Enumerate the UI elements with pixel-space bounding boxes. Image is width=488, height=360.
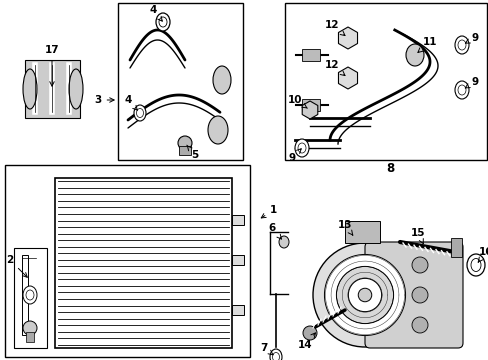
Ellipse shape: [23, 69, 37, 109]
Bar: [231, 305, 244, 315]
Circle shape: [411, 317, 427, 333]
Text: 4: 4: [124, 95, 137, 110]
Circle shape: [324, 255, 405, 336]
Ellipse shape: [136, 108, 143, 117]
Ellipse shape: [69, 69, 83, 109]
Ellipse shape: [23, 286, 37, 304]
Ellipse shape: [272, 352, 279, 360]
Ellipse shape: [213, 66, 230, 94]
Text: 6: 6: [268, 223, 281, 239]
Bar: [55, 178, 231, 348]
Text: 3: 3: [94, 95, 114, 105]
Bar: [345, 221, 379, 243]
Bar: [179, 146, 191, 155]
Text: 7: 7: [260, 343, 272, 355]
Ellipse shape: [156, 13, 170, 31]
Ellipse shape: [26, 290, 34, 300]
Bar: [302, 99, 319, 111]
Text: 4: 4: [149, 5, 162, 21]
Bar: [22, 255, 28, 335]
Ellipse shape: [405, 44, 423, 66]
Ellipse shape: [23, 321, 37, 335]
Text: 14: 14: [297, 333, 315, 350]
Ellipse shape: [454, 81, 468, 99]
Circle shape: [347, 278, 381, 312]
Circle shape: [358, 288, 371, 302]
Ellipse shape: [457, 85, 465, 95]
Bar: [5, 165, 249, 357]
Text: 1: 1: [261, 205, 277, 218]
Text: 8: 8: [385, 162, 393, 175]
Bar: [450, 238, 461, 257]
Text: 9: 9: [465, 33, 478, 43]
Ellipse shape: [134, 105, 146, 121]
Bar: [285, 3, 486, 160]
Circle shape: [312, 243, 416, 347]
FancyBboxPatch shape: [364, 242, 462, 348]
Circle shape: [411, 287, 427, 303]
Circle shape: [336, 266, 393, 324]
Text: 15: 15: [410, 228, 425, 244]
Text: 12: 12: [324, 20, 345, 36]
Text: 5: 5: [186, 145, 198, 160]
Text: 17: 17: [44, 45, 59, 86]
Text: 2: 2: [6, 255, 27, 277]
Bar: [14, 248, 47, 348]
Ellipse shape: [294, 139, 308, 157]
Text: 9: 9: [288, 149, 301, 163]
Text: 9: 9: [465, 77, 478, 88]
Ellipse shape: [466, 254, 484, 276]
Circle shape: [303, 326, 316, 340]
Bar: [118, 3, 243, 160]
Ellipse shape: [279, 236, 288, 248]
Ellipse shape: [454, 36, 468, 54]
Ellipse shape: [207, 116, 227, 144]
Ellipse shape: [470, 258, 480, 271]
Ellipse shape: [159, 17, 167, 27]
Bar: [231, 255, 244, 265]
Ellipse shape: [457, 40, 465, 50]
Circle shape: [411, 257, 427, 273]
Ellipse shape: [297, 143, 305, 153]
Bar: [231, 215, 244, 225]
Text: 16: 16: [477, 247, 488, 262]
Text: 12: 12: [324, 60, 345, 76]
Bar: [25, 60, 80, 118]
Ellipse shape: [269, 349, 282, 360]
Text: 11: 11: [417, 37, 436, 53]
Text: 13: 13: [337, 220, 352, 235]
Bar: [302, 49, 319, 61]
Text: 10: 10: [287, 95, 307, 108]
Ellipse shape: [178, 136, 192, 150]
Bar: [26, 332, 34, 342]
